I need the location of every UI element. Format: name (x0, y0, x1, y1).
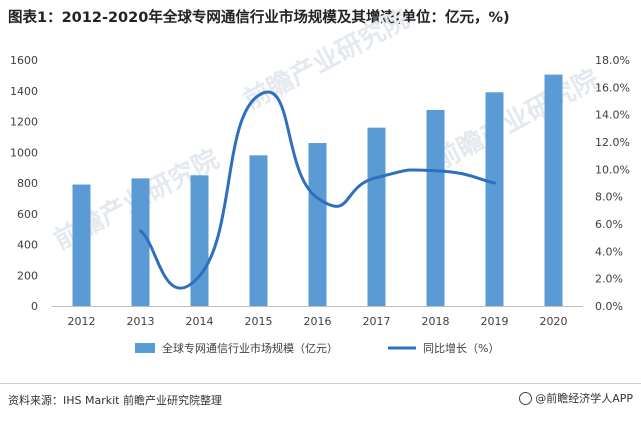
brand-mark: @前瞻经济学人APP (519, 390, 633, 406)
left-axis-tick-label: 800 (17, 177, 38, 190)
source-note: 资料来源：IHS Markit 前瞻产业研究院整理 (8, 394, 222, 407)
right-axis-tick-label: 2.0% (595, 273, 623, 286)
brand-label: @前瞻经济学人APP (535, 392, 633, 405)
left-axis-tick-label: 600 (17, 208, 38, 221)
x-axis-tick-label: 2016 (304, 315, 332, 328)
right-axis-tick-label: 16.0% (595, 81, 630, 94)
left-axis-tick-label: 400 (17, 239, 38, 252)
x-axis-tick-label: 2019 (481, 315, 509, 328)
watermark-text: 前瞻产业研究院 (429, 63, 604, 176)
left-axis-tick-label: 1600 (10, 54, 38, 67)
right-axis-tick-label: 4.0% (595, 245, 623, 258)
bar-2018 (426, 109, 445, 306)
bar-2014 (190, 175, 209, 306)
right-axis-tick-label: 14.0% (595, 109, 630, 122)
bar-2017 (367, 127, 386, 307)
x-axis-tick-label: 2014 (186, 315, 214, 328)
legend-bar-swatch (135, 343, 155, 353)
bar-2013 (131, 178, 150, 306)
bar-2019 (485, 92, 504, 306)
x-axis-tick-label: 2012 (68, 315, 96, 328)
right-axis-tick-label: 6.0% (595, 218, 623, 231)
growth-series-line (139, 90, 496, 290)
footer-divider (0, 383, 641, 384)
brand-logo-icon (519, 391, 533, 405)
left-axis-tick-label: 1400 (10, 85, 38, 98)
legend-bar-label: 全球专网通信行业市场规模（亿元） (162, 341, 338, 355)
bar-2020 (544, 74, 563, 306)
bar-2016 (308, 143, 327, 306)
legend-line-label: 同比增长（%） (423, 341, 499, 355)
right-axis-tick-label: 0.0% (595, 300, 623, 313)
x-axis-tick-label: 2020 (540, 315, 568, 328)
x-axis-tick-label: 2013 (127, 315, 155, 328)
bar-2012 (72, 184, 91, 306)
x-axis-tick-label: 2015 (245, 315, 273, 328)
right-axis-tick-label: 12.0% (595, 136, 630, 149)
x-axis-tick-label: 2018 (422, 315, 450, 328)
chart-title: 图表1：2012-2020年全球专网通信行业市场规模及其增速(单位：亿元，%) (8, 10, 510, 26)
right-axis-tick-label: 10.0% (595, 163, 630, 176)
left-axis-tick-label: 1000 (10, 146, 38, 159)
right-axis-tick-label: 18.0% (595, 54, 630, 67)
watermark-text: 前瞻产业研究院 (239, 3, 414, 116)
bar-2015 (249, 155, 268, 306)
left-axis-tick-label: 0 (31, 300, 38, 313)
left-axis-tick-label: 200 (17, 269, 38, 282)
right-axis-tick-label: 8.0% (595, 191, 623, 204)
left-axis-tick-label: 1200 (10, 116, 38, 129)
x-axis-tick-label: 2017 (363, 315, 391, 328)
